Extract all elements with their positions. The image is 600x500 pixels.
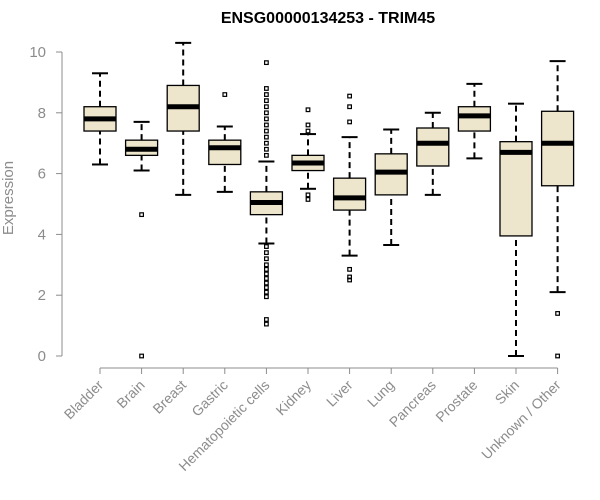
box-group	[249, 60, 284, 327]
box-group	[540, 60, 575, 359]
box-group	[499, 102, 533, 357]
outlier-point	[264, 146, 269, 152]
outlier-point	[264, 60, 269, 66]
outlier-point	[305, 128, 311, 134]
box-iqr	[540, 110, 575, 187]
outlier-point	[347, 93, 352, 99]
outlier-point	[264, 122, 269, 128]
outlier-point	[264, 262, 269, 268]
outlier-point	[264, 116, 269, 122]
outlier-point	[264, 271, 269, 277]
outlier-point	[264, 152, 269, 158]
box-group	[332, 93, 367, 283]
box-group	[374, 128, 408, 247]
box-group	[416, 111, 450, 196]
outlier-point	[264, 285, 269, 290]
y-tick-label: 2	[38, 287, 46, 304]
x-tick-label: Unknown / Other	[478, 377, 564, 463]
x-tick-label: Kidney	[273, 377, 315, 419]
y-axis: 0 2 4 6 8 10	[29, 44, 63, 365]
y-tick-label: 6	[38, 166, 46, 183]
x-tick-label: Skin	[492, 377, 523, 408]
box-iqr	[457, 106, 492, 132]
x-tick-label: Bladder	[61, 377, 107, 423]
outlier-point	[264, 134, 269, 140]
box-group	[124, 120, 159, 359]
x-tick-label: Brain	[113, 377, 147, 411]
outlier-point	[264, 110, 269, 116]
outlier-point	[264, 140, 269, 146]
outlier-point	[264, 294, 269, 300]
outlier-point	[264, 256, 269, 262]
y-tick-label: 8	[38, 105, 46, 122]
x-tick-label: Lung	[364, 377, 397, 410]
outlier-point	[264, 280, 269, 286]
outlier-point	[264, 98, 269, 104]
outlier-point	[305, 107, 311, 113]
y-tick-label: 4	[38, 226, 46, 243]
outlier-point	[264, 266, 269, 272]
outlier-point	[139, 353, 145, 359]
x-tick-label: Prostate	[432, 377, 480, 425]
outlier-point	[305, 122, 311, 128]
box-iqr	[416, 127, 450, 167]
y-tick-label: 10	[29, 44, 46, 61]
outlier-point	[347, 104, 352, 110]
outlier-point	[264, 321, 269, 327]
box-group	[166, 41, 200, 196]
outlier-point	[264, 317, 269, 322]
outlier-point	[305, 192, 311, 198]
outlier-point	[264, 244, 269, 249]
y-axis-label: Expression	[0, 161, 17, 235]
y-tick-label: 0	[38, 348, 46, 365]
box-group	[457, 82, 492, 160]
outlier-point	[264, 276, 269, 281]
outlier-point	[264, 86, 269, 91]
box-iqr	[208, 139, 242, 166]
box-group	[208, 92, 242, 193]
outlier-point	[305, 197, 311, 202]
outlier-point	[555, 311, 560, 316]
outlier-point	[222, 92, 228, 97]
box-group	[83, 72, 117, 166]
box-iqr	[332, 177, 367, 211]
outlier-point	[347, 266, 352, 272]
outlier-point	[264, 250, 269, 256]
outlier-point	[264, 104, 269, 110]
x-tick-label: Breast	[149, 377, 189, 417]
outlier-point	[264, 92, 269, 97]
outlier-point	[264, 289, 269, 295]
box-group	[291, 107, 325, 202]
outlier-point	[555, 353, 560, 359]
outlier-point	[347, 119, 352, 125]
x-tick-label: Liver	[323, 377, 356, 410]
chart-title: ENSG00000134253 - TRIM45	[221, 10, 435, 27]
outlier-point	[264, 128, 269, 134]
box-iqr	[499, 141, 533, 237]
plot-area	[83, 41, 575, 359]
outlier-point	[347, 277, 352, 283]
outlier-point	[139, 212, 145, 218]
